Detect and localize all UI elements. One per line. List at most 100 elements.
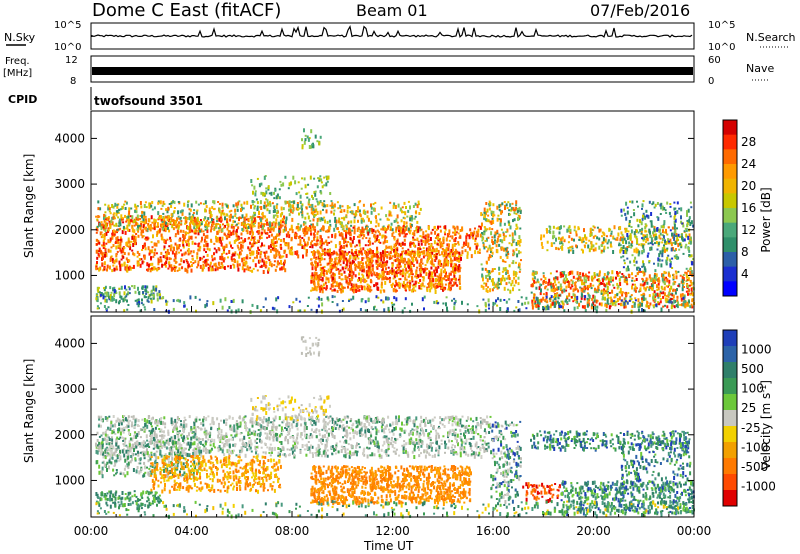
power-cell	[378, 262, 381, 266]
power-cell	[689, 279, 692, 283]
power-cell	[150, 215, 153, 220]
power-cell	[402, 281, 405, 285]
power-cell	[338, 248, 341, 252]
power-cell	[96, 239, 99, 242]
power-cell	[591, 303, 594, 307]
power-cell	[319, 235, 322, 239]
power-cell	[476, 233, 479, 238]
power-cell	[421, 235, 424, 239]
power-cell	[178, 263, 181, 266]
power-cell	[331, 266, 334, 270]
power-cell	[413, 217, 416, 220]
power-cell	[389, 227, 392, 230]
power-cell	[242, 207, 245, 210]
power-cell	[172, 299, 175, 303]
power-cell	[454, 251, 456, 255]
power-cell	[217, 239, 220, 242]
power-cell	[170, 202, 173, 205]
power-cell	[106, 217, 109, 221]
power-cell	[241, 227, 244, 231]
power-cell	[358, 242, 361, 247]
power-cell	[608, 292, 611, 294]
power-cell	[672, 277, 675, 281]
power-cell	[680, 233, 683, 237]
power-cell	[149, 294, 152, 297]
power-cell	[323, 272, 326, 277]
power-cell	[316, 185, 319, 189]
power-cell	[377, 296, 380, 299]
power-cell	[271, 202, 274, 205]
power-cell	[459, 235, 462, 239]
power-cell	[140, 258, 143, 261]
power-cell	[646, 278, 649, 281]
power-cell	[654, 298, 657, 301]
power-cell	[400, 242, 403, 245]
power-cell	[305, 206, 308, 210]
power-cell	[157, 225, 159, 228]
power-cell	[611, 301, 614, 306]
power-cell	[218, 262, 221, 266]
power-cell	[176, 299, 179, 302]
power-cell	[323, 200, 326, 203]
power-cell	[304, 243, 307, 247]
power-cell	[112, 264, 115, 267]
power-cell	[157, 201, 160, 205]
power-cell	[253, 238, 256, 243]
power-cell	[434, 237, 437, 240]
power-cell	[233, 253, 236, 257]
power-cell	[125, 201, 128, 205]
power-cell	[403, 235, 406, 238]
power-cell	[307, 137, 310, 142]
power-cell	[630, 294, 633, 297]
power-cell	[191, 215, 194, 219]
power-cell	[477, 228, 480, 233]
power-cell	[282, 255, 285, 258]
power-cell	[183, 217, 185, 219]
power-cell	[388, 309, 391, 313]
power-cell	[345, 279, 348, 282]
power-cell	[419, 248, 422, 251]
power-cell	[104, 221, 107, 224]
power-cell	[121, 217, 124, 220]
power-cell	[272, 214, 275, 219]
power-cell	[306, 241, 309, 246]
power-cell	[410, 215, 413, 220]
power-cell	[300, 205, 303, 210]
power-cell	[191, 257, 194, 261]
power-cell	[152, 293, 155, 298]
power-cell	[633, 248, 636, 253]
power-cell	[557, 294, 560, 299]
power-cell	[417, 200, 420, 204]
power-cell	[354, 211, 357, 216]
power-cell	[202, 263, 205, 268]
power-cell	[579, 286, 582, 289]
power-cell	[348, 251, 351, 254]
power-cell	[372, 228, 375, 232]
power-cell	[548, 230, 551, 233]
power-cell	[311, 287, 314, 292]
power-cell	[427, 235, 430, 240]
power-cell	[416, 225, 419, 228]
power-cell	[452, 231, 455, 234]
power-cell	[414, 289, 417, 292]
power-cell	[212, 200, 215, 204]
power-cell	[319, 288, 322, 293]
power-cell	[436, 253, 438, 256]
power-cell	[592, 229, 595, 232]
power-cell	[572, 293, 575, 297]
power-cell	[350, 278, 353, 282]
power-cell	[297, 254, 300, 259]
power-cell	[215, 222, 218, 226]
power-cell	[207, 266, 210, 269]
power-cell	[445, 279, 448, 282]
power-cell	[517, 216, 519, 221]
power-cell	[609, 278, 612, 283]
power-cell	[663, 286, 666, 291]
power-cell	[358, 288, 361, 292]
power-cell	[102, 295, 105, 300]
power-cell	[285, 227, 287, 232]
power-cell	[384, 263, 387, 266]
power-cell	[584, 234, 586, 239]
power-cell	[552, 235, 554, 240]
power-cell	[649, 287, 652, 289]
